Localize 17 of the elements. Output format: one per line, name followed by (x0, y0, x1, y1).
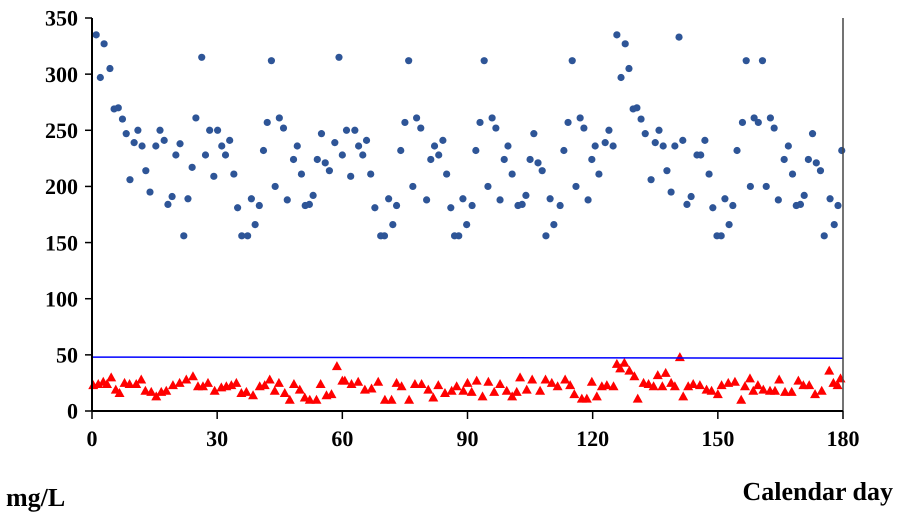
y-tick-label: 150 (45, 230, 78, 256)
x-tick-label: 150 (701, 426, 734, 451)
x-tick-label: 90 (456, 426, 478, 451)
x-tick-label: 30 (206, 426, 228, 451)
y-tick-label: 100 (45, 286, 78, 312)
y-tick-label: 200 (45, 174, 78, 200)
y-tick-label: 300 (45, 62, 78, 87)
x-tick-label: 180 (826, 426, 860, 451)
x-axis-title: Calendar day (742, 477, 893, 506)
y-tick-label: 250 (45, 118, 78, 143)
x-tick-label: 0 (86, 426, 98, 451)
y-tick-label: 50 (56, 342, 78, 368)
x-tick-label: 60 (331, 426, 354, 451)
y-tick-label: 0 (67, 398, 78, 424)
x-tick-label: 120 (576, 426, 610, 451)
y-tick-label: 350 (45, 6, 78, 31)
y-axis-title: mg/L (6, 483, 66, 512)
